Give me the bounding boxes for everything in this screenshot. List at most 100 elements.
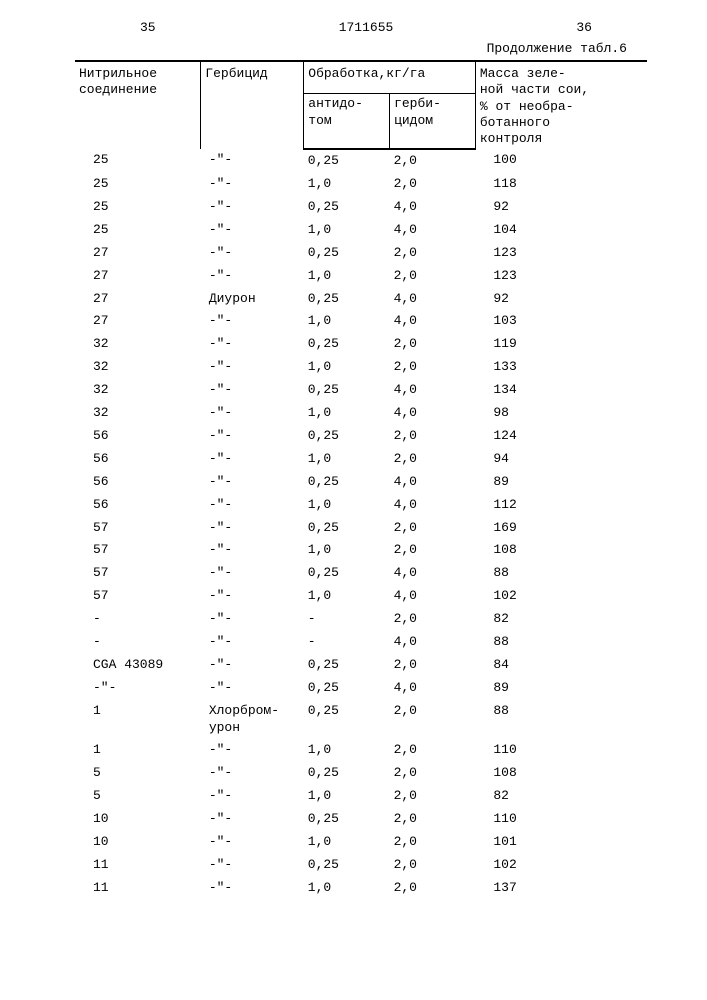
cell-c1: 5 bbox=[75, 785, 201, 808]
cell-c5: 124 bbox=[475, 425, 647, 448]
cell-c3: 0,25 bbox=[304, 762, 390, 785]
cell-c1: 32 bbox=[75, 333, 201, 356]
cell-c2: -"- bbox=[201, 196, 304, 219]
table-row: 10-"-1,02,0101 bbox=[75, 831, 647, 854]
cell-c2: -"- bbox=[201, 425, 304, 448]
cell-c5: 103 bbox=[475, 310, 647, 333]
cell-c2: -"- bbox=[201, 356, 304, 379]
col-header-mass: Масса зеле-ной части сои,% от необра-бот… bbox=[475, 61, 647, 149]
table-row: 32-"-1,02,0133 bbox=[75, 356, 647, 379]
cell-c2: -"- bbox=[201, 149, 304, 173]
cell-c4: 4,0 bbox=[390, 379, 476, 402]
cell-c5: 123 bbox=[475, 265, 647, 288]
cell-c1: 1 bbox=[75, 700, 201, 740]
cell-c1: 57 bbox=[75, 517, 201, 540]
cell-c1: 25 bbox=[75, 173, 201, 196]
cell-c4: 2,0 bbox=[390, 785, 476, 808]
cell-c2: -"- bbox=[201, 265, 304, 288]
cell-c1: 56 bbox=[75, 471, 201, 494]
table-row: 25-"-0,254,092 bbox=[75, 196, 647, 219]
cell-c1: 27 bbox=[75, 288, 201, 311]
cell-c4: 2,0 bbox=[390, 654, 476, 677]
page-num-right: 36 bbox=[576, 20, 592, 35]
cell-c4: 2,0 bbox=[390, 265, 476, 288]
table-row: 57-"-1,04,0102 bbox=[75, 585, 647, 608]
table-row: 1-"-1,02,0110 bbox=[75, 739, 647, 762]
cell-c3: 0,25 bbox=[304, 425, 390, 448]
cell-c3: 0,25 bbox=[304, 149, 390, 173]
table-row: --"--4,088 bbox=[75, 631, 647, 654]
cell-c4: 4,0 bbox=[390, 288, 476, 311]
cell-c4: 4,0 bbox=[390, 494, 476, 517]
cell-c3: 0,25 bbox=[304, 333, 390, 356]
cell-c1: 25 bbox=[75, 196, 201, 219]
cell-c2: -"- bbox=[201, 517, 304, 540]
cell-c5: 112 bbox=[475, 494, 647, 517]
cell-c5: 88 bbox=[475, 631, 647, 654]
cell-c2: -"- bbox=[201, 739, 304, 762]
cell-c5: 133 bbox=[475, 356, 647, 379]
cell-c1: 1 bbox=[75, 739, 201, 762]
table-row: -"--"-0,254,089 bbox=[75, 677, 647, 700]
cell-c1: 25 bbox=[75, 149, 201, 173]
table-row: 57-"-0,254,088 bbox=[75, 562, 647, 585]
cell-c4: 2,0 bbox=[390, 762, 476, 785]
cell-c2: -"- bbox=[201, 677, 304, 700]
cell-c2: -"- bbox=[201, 654, 304, 677]
cell-c5: 102 bbox=[475, 854, 647, 877]
cell-c1: 56 bbox=[75, 448, 201, 471]
table-row: 5-"-1,02,082 bbox=[75, 785, 647, 808]
cell-c2: -"- bbox=[201, 785, 304, 808]
cell-c2: -"- bbox=[201, 831, 304, 854]
cell-c2: -"- bbox=[201, 333, 304, 356]
cell-c3: 0,25 bbox=[304, 379, 390, 402]
cell-c4: 2,0 bbox=[390, 448, 476, 471]
cell-c2: -"- bbox=[201, 608, 304, 631]
cell-c5: 94 bbox=[475, 448, 647, 471]
cell-c2: -"- bbox=[201, 173, 304, 196]
table-continuation: Продолжение табл.6 bbox=[75, 41, 627, 56]
cell-c3: 0,25 bbox=[304, 242, 390, 265]
cell-c4: 2,0 bbox=[390, 700, 476, 740]
cell-c3: - bbox=[304, 631, 390, 654]
cell-c4: 4,0 bbox=[390, 219, 476, 242]
cell-c1: 11 bbox=[75, 877, 201, 900]
table-row: 56-"-0,252,0124 bbox=[75, 425, 647, 448]
cell-c4: 2,0 bbox=[390, 356, 476, 379]
cell-c4: 4,0 bbox=[390, 631, 476, 654]
cell-c1: 56 bbox=[75, 425, 201, 448]
table-row: 32-"-0,254,0134 bbox=[75, 379, 647, 402]
table-row: 5-"-0,252,0108 bbox=[75, 762, 647, 785]
cell-c4: 4,0 bbox=[390, 585, 476, 608]
cell-c3: 1,0 bbox=[304, 265, 390, 288]
cell-c1: -"- bbox=[75, 677, 201, 700]
cell-c5: 101 bbox=[475, 831, 647, 854]
cell-c5: 110 bbox=[475, 808, 647, 831]
cell-c4: 4,0 bbox=[390, 562, 476, 585]
cell-c2: -"- bbox=[201, 631, 304, 654]
cell-c5: 108 bbox=[475, 762, 647, 785]
cell-c1: 57 bbox=[75, 562, 201, 585]
table-header: Нитрильное соединение Гербицид Обработка… bbox=[75, 61, 647, 149]
cell-c3: - bbox=[304, 608, 390, 631]
cell-c2: -"- bbox=[201, 808, 304, 831]
table-row: 57-"-1,02,0108 bbox=[75, 539, 647, 562]
cell-c3: 1,0 bbox=[304, 877, 390, 900]
cell-c5: 104 bbox=[475, 219, 647, 242]
cell-c5: 123 bbox=[475, 242, 647, 265]
cell-c3: 0,25 bbox=[304, 677, 390, 700]
cell-c5: 89 bbox=[475, 471, 647, 494]
cell-c2: -"- bbox=[201, 762, 304, 785]
col-header-herbicide: Гербицид bbox=[201, 61, 304, 149]
cell-c3: 1,0 bbox=[304, 356, 390, 379]
cell-c5: 108 bbox=[475, 539, 647, 562]
cell-c3: 0,25 bbox=[304, 517, 390, 540]
cell-c3: 0,25 bbox=[304, 471, 390, 494]
cell-c3: 1,0 bbox=[304, 310, 390, 333]
cell-c2: -"- bbox=[201, 379, 304, 402]
table-row: --"--2,082 bbox=[75, 608, 647, 631]
cell-c2: -"- bbox=[201, 539, 304, 562]
cell-c1: 32 bbox=[75, 356, 201, 379]
cell-c4: 2,0 bbox=[390, 739, 476, 762]
cell-c5: 137 bbox=[475, 877, 647, 900]
